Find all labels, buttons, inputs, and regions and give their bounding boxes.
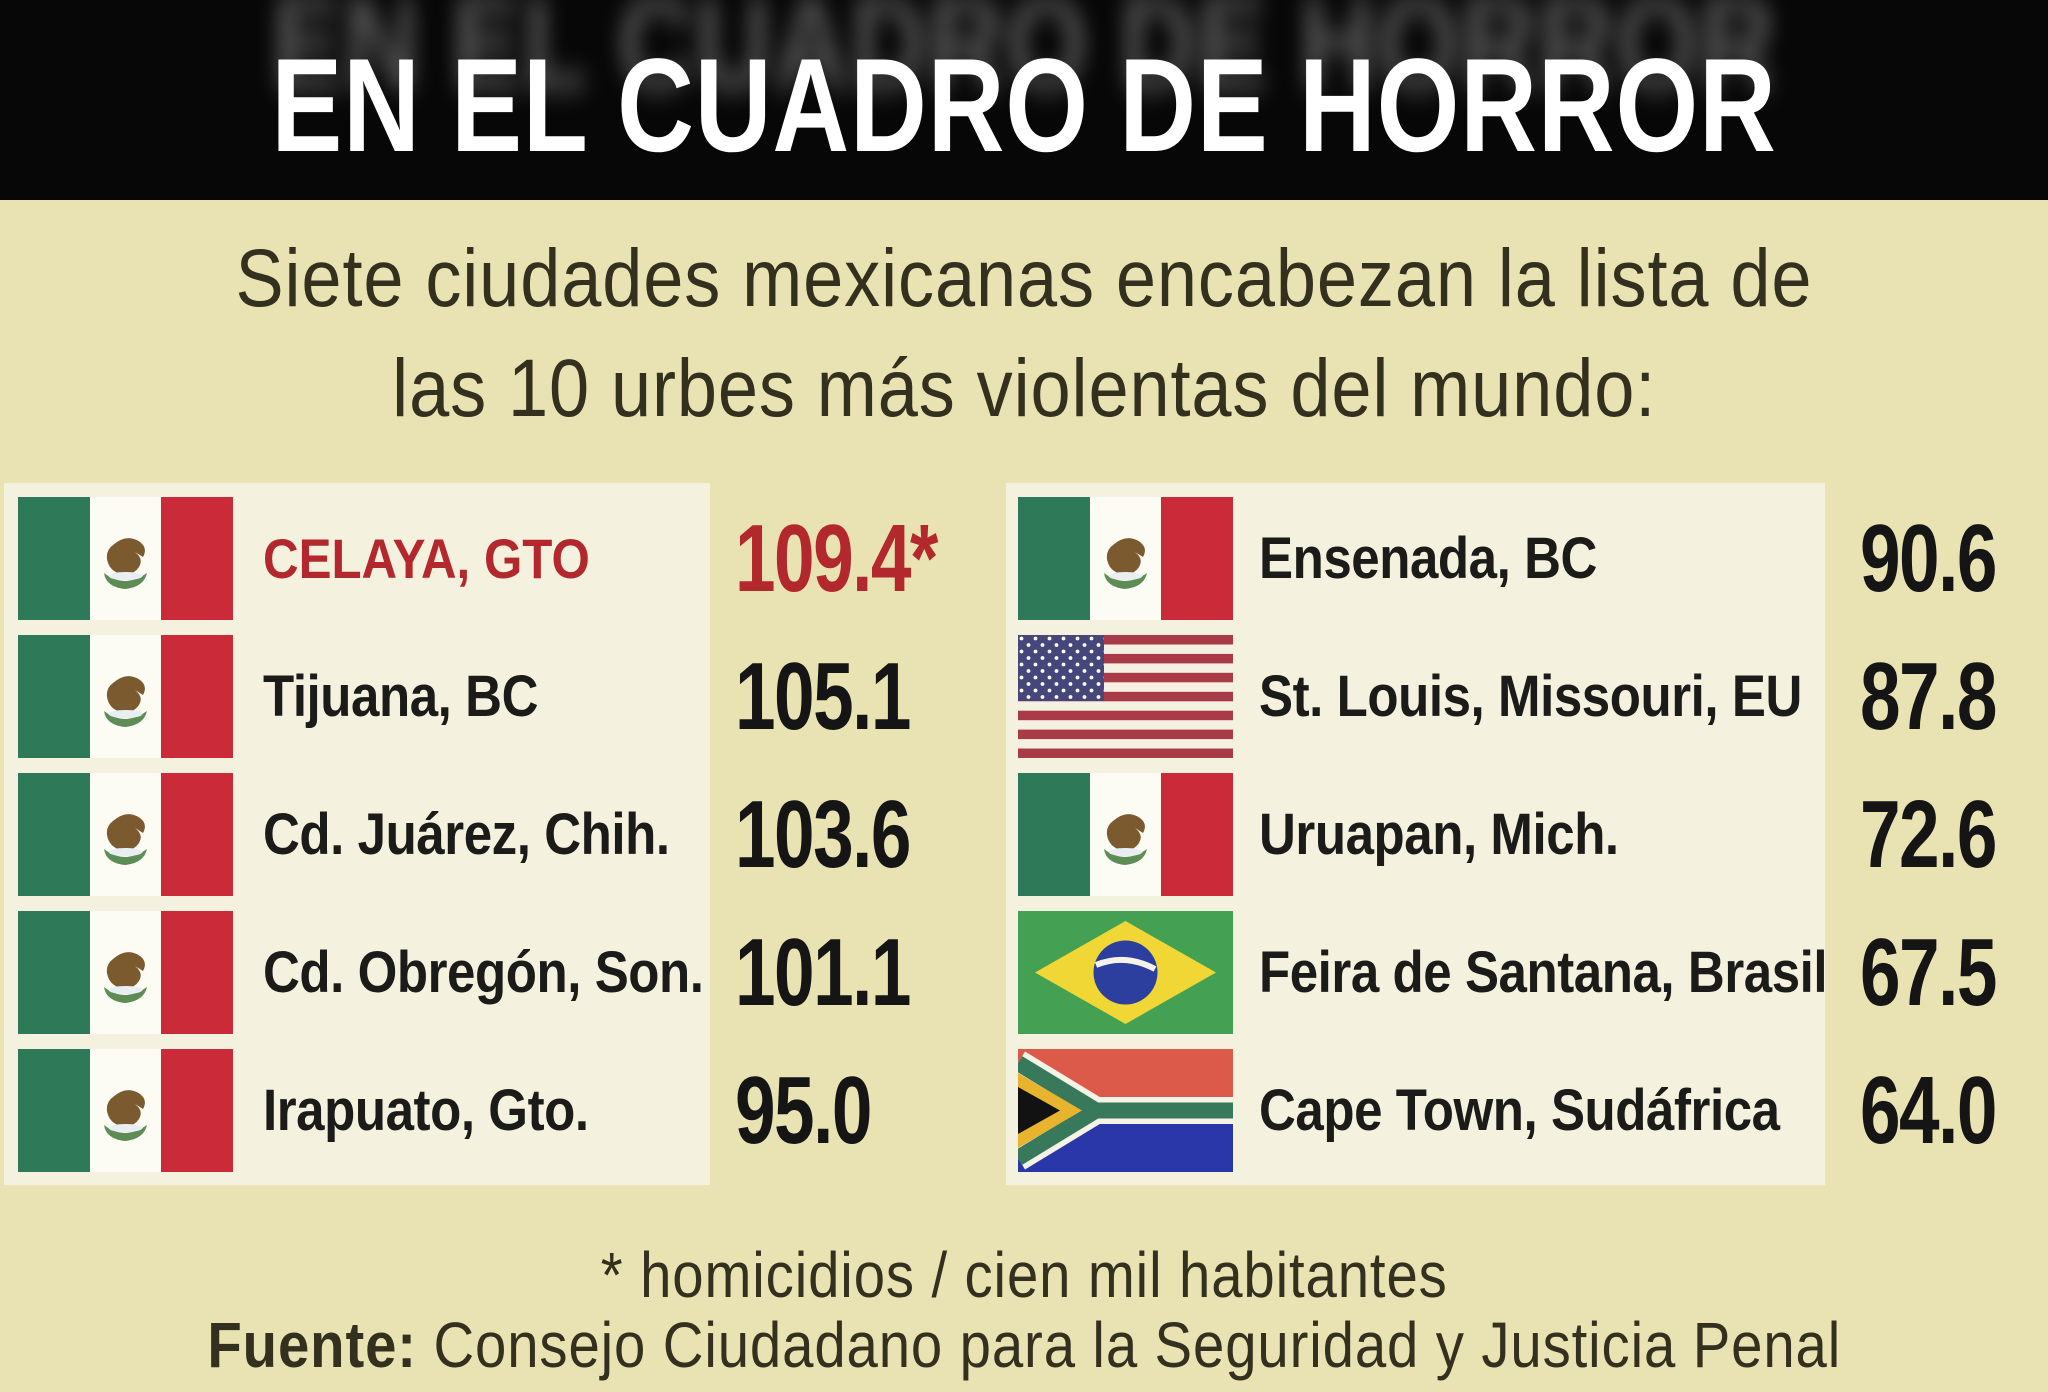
- subtitle: Siete ciudades mexicanas encabezan la li…: [0, 224, 2048, 444]
- rate-value: 90.6: [1860, 504, 1997, 612]
- mexico-flag-icon: [18, 635, 233, 758]
- city-label: Irapuato, Gto.: [263, 1078, 589, 1143]
- city-label: Cape Town, Sudáfrica: [1259, 1078, 1780, 1143]
- title-bar: EN EL CUADRO DE HORROR EN EL CUADRO DE H…: [0, 0, 2048, 200]
- footnote: * homicidios / cien mil habitantes: [600, 1239, 1448, 1311]
- rank-row-10: Cape Town, Sudáfrica 64.0: [1018, 1049, 2048, 1172]
- city-label: Cd. Juárez, Chih.: [263, 802, 670, 867]
- city-label: Cd. Obregón, Son.: [263, 940, 704, 1005]
- rate-value: 101.1: [735, 918, 911, 1026]
- rank-row-6: Ensenada, BC 90.6: [1018, 497, 2048, 620]
- rank-row-4: Cd. Obregón, Son. 101.1: [18, 911, 1008, 1034]
- rate-value: 87.8: [1860, 642, 1997, 750]
- mexico-flag-icon: [18, 911, 233, 1034]
- source-label: Fuente:: [207, 1309, 417, 1381]
- subtitle-line-2: las 10 urbes más violentas del mundo:: [392, 342, 1656, 434]
- rank-row-8: Uruapan, Mich. 72.6: [1018, 773, 2048, 896]
- city-label: Feira de Santana, Brasil: [1259, 940, 1828, 1005]
- brazil-flag-icon: [1018, 911, 1233, 1034]
- rate-value: 109.4*: [735, 504, 938, 612]
- page-title: EN EL CUADRO DE HORROR: [271, 32, 1777, 180]
- rank-row-3: Cd. Juárez, Chih. 103.6: [18, 773, 1008, 896]
- rate-value: 64.0: [1860, 1056, 1997, 1164]
- source-line: Fuente: Consejo Ciudadano para la Seguri…: [0, 1308, 2048, 1382]
- rank-row-5: Irapuato, Gto. 95.0: [18, 1049, 1008, 1172]
- south-africa-flag-icon: [1018, 1049, 1233, 1172]
- rate-value: 67.5: [1860, 918, 1997, 1026]
- city-label: Uruapan, Mich.: [1259, 802, 1619, 867]
- rate-value: 103.6: [735, 780, 911, 888]
- mexico-flag-icon: [18, 497, 233, 620]
- rank-row-2: Tijuana, BC 105.1: [18, 635, 1008, 758]
- city-label: Ensenada, BC: [1259, 526, 1597, 591]
- city-label: Tijuana, BC: [263, 664, 538, 729]
- rate-value: 105.1: [735, 642, 911, 750]
- title-ghost: EN EL CUADRO DE HORROR: [271, 0, 1777, 118]
- rank-row-7: St. Louis, Missouri, EU 87.8: [1018, 635, 2048, 758]
- subtitle-line-1: Siete ciudades mexicanas encabezan la li…: [235, 233, 1813, 324]
- us-flag-icon: [1018, 635, 1233, 758]
- mexico-flag-icon: [1018, 773, 1233, 896]
- city-label: St. Louis, Missouri, EU: [1259, 664, 1802, 729]
- rate-value: 72.6: [1860, 780, 1997, 888]
- mexico-flag-icon: [18, 773, 233, 896]
- mexico-flag-icon: [1018, 497, 1233, 620]
- rank-row-9: Feira de Santana, Brasil 67.5: [1018, 911, 2048, 1034]
- source-text: Consejo Ciudadano para la Seguridad y Ju…: [433, 1309, 1841, 1381]
- city-label: CELAYA, GTO: [263, 527, 590, 590]
- rate-value: 95.0: [735, 1056, 872, 1164]
- mexico-flag-icon: [18, 1049, 233, 1172]
- rank-row-1: CELAYA, GTO 109.4*: [18, 497, 1008, 620]
